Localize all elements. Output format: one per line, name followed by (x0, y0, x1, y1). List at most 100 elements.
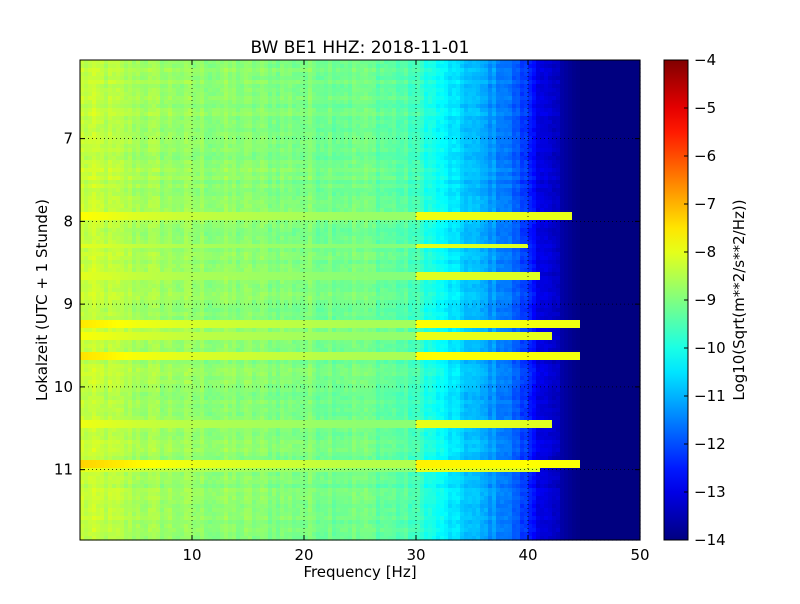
heatmap-cell (532, 68, 537, 73)
heatmap-cell (392, 60, 397, 65)
heatmap-cell (340, 184, 345, 189)
heatmap-cell (360, 76, 365, 81)
heatmap-cell (420, 192, 425, 197)
heatmap-cell (484, 96, 489, 101)
heatmap-cell (500, 148, 505, 153)
heatmap-cell (636, 68, 641, 73)
heatmap-cell (176, 168, 181, 173)
heatmap-cell (364, 72, 369, 77)
heatmap-cell (224, 116, 229, 121)
heatmap-cell (200, 64, 205, 69)
heatmap-cell (152, 60, 157, 65)
heatmap-cell (360, 72, 365, 77)
heatmap-cell (184, 92, 189, 97)
heatmap-cell (596, 172, 601, 177)
heatmap-cell (136, 156, 141, 161)
heatmap-cell (392, 108, 397, 113)
heatmap-cell (180, 132, 185, 137)
heatmap-cell (516, 156, 521, 161)
heatmap-cell (604, 136, 609, 141)
heatmap-cell (164, 196, 169, 201)
heatmap-cell (256, 188, 261, 193)
heatmap-cell (128, 176, 133, 181)
heatmap-cell (344, 80, 349, 85)
heatmap-cell (512, 112, 517, 117)
heatmap-cell (568, 120, 573, 125)
heatmap-cell (248, 88, 253, 93)
heatmap-cell (400, 112, 405, 117)
heatmap-cell (492, 84, 497, 89)
heatmap-cell (468, 124, 473, 129)
heatmap-cell (176, 104, 181, 109)
heatmap-cell (484, 176, 489, 181)
heatmap-cell (216, 188, 221, 193)
heatmap-cell (228, 104, 233, 109)
heatmap-cell (316, 104, 321, 109)
heatmap-cell (96, 112, 101, 117)
heatmap-cell (148, 96, 153, 101)
heatmap-cell (172, 188, 177, 193)
heatmap-cell (616, 116, 621, 121)
heatmap-cell (264, 136, 269, 141)
heatmap-cell (168, 80, 173, 85)
heatmap-cell (284, 196, 289, 201)
heatmap-cell (392, 156, 397, 161)
heatmap-cell (252, 100, 257, 105)
heatmap-cell (480, 152, 485, 157)
heatmap-cell (304, 112, 309, 117)
heatmap-cell (472, 60, 477, 65)
heatmap-cell (596, 112, 601, 117)
heatmap-cell (468, 196, 473, 201)
heatmap-cell (160, 152, 165, 157)
heatmap-cell (460, 92, 465, 97)
heatmap-cell (476, 144, 481, 149)
heatmap-cell (188, 168, 193, 173)
heatmap-cell (520, 84, 525, 89)
heatmap-cell (516, 140, 521, 145)
heatmap-cell (548, 196, 553, 201)
heatmap-cell (504, 84, 509, 89)
heatmap-cell (516, 92, 521, 97)
heatmap-cell (216, 200, 221, 205)
heatmap-cell (288, 168, 293, 173)
heatmap-cell (560, 76, 565, 81)
heatmap-cell (336, 100, 341, 105)
heatmap-cell (292, 200, 297, 205)
heatmap-cell (244, 168, 249, 173)
heatmap-cell (632, 112, 637, 117)
heatmap-cell (556, 108, 561, 113)
heatmap-cell (268, 72, 273, 77)
heatmap-cell (272, 84, 277, 89)
heatmap-cell (144, 108, 149, 113)
heatmap-cell (116, 188, 121, 193)
heatmap-cell (564, 144, 569, 149)
heatmap-cell (192, 180, 197, 185)
heatmap-cell (424, 164, 429, 169)
heatmap-cell (280, 200, 285, 205)
heatmap-cell (604, 60, 609, 65)
heatmap-cell (80, 156, 85, 161)
heatmap-cell (88, 140, 93, 145)
heatmap-cell (368, 100, 373, 105)
heatmap-cell (260, 176, 265, 181)
heatmap-cell (412, 164, 417, 169)
heatmap-cell (316, 176, 321, 181)
heatmap-cell (552, 100, 557, 105)
heatmap-cell (420, 124, 425, 129)
heatmap-cell (188, 152, 193, 157)
heatmap-cell (124, 180, 129, 185)
heatmap-cell (400, 180, 405, 185)
heatmap-cell (172, 184, 177, 189)
heatmap-cell (460, 60, 465, 65)
heatmap-cell (472, 104, 477, 109)
heatmap-cell (324, 148, 329, 153)
heatmap-cell (96, 176, 101, 181)
heatmap-cell (436, 164, 441, 169)
heatmap-cell (568, 168, 573, 173)
heatmap-cell (536, 76, 541, 81)
heatmap-cell (292, 100, 297, 105)
heatmap-cell (188, 164, 193, 169)
heatmap-cell (172, 176, 177, 181)
heatmap-cell (192, 196, 197, 201)
heatmap-cell (476, 100, 481, 105)
